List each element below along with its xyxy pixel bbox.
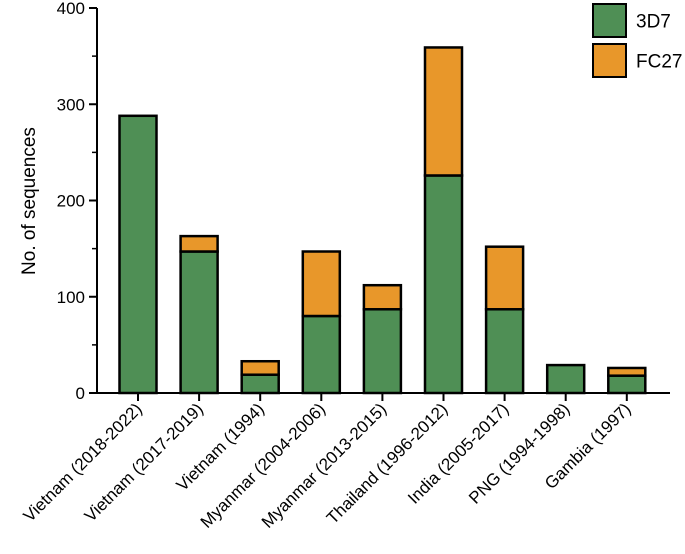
y-axis: 0 100 200 300 400 — [57, 0, 98, 403]
bar-fc27-2 — [240, 359, 280, 376]
bar-3d7-3 — [301, 314, 342, 395]
y-axis-title: No. of sequences — [19, 127, 40, 275]
x-tick-label: Vietnam (2017-2019) — [81, 399, 207, 525]
x-axis: Vietnam (2018-2022)Vietnam (2017-2019)Vi… — [20, 392, 670, 532]
bar-3d7-0 — [118, 114, 158, 395]
bar-fc27-8 — [607, 366, 647, 377]
legend-swatch-fc27 — [592, 43, 627, 78]
bar-fc27-1 — [179, 234, 219, 253]
legend-label-fc27: FC27 — [636, 52, 682, 73]
x-tick-label: Thailand (1996-2012) — [323, 399, 451, 527]
bar-3d7-6 — [484, 308, 525, 395]
y-tick-label: 0 — [76, 384, 85, 403]
bar-fc27-3 — [301, 250, 342, 318]
bars — [118, 46, 647, 395]
bar-fc27-4 — [362, 283, 403, 311]
bar-3d7-4 — [362, 308, 403, 395]
bar-3d7-1 — [179, 250, 219, 395]
legend-swatch-3d7 — [592, 3, 627, 38]
bar-3d7-5 — [423, 174, 464, 395]
y-tick-label: 300 — [57, 95, 85, 114]
bar-3d7-2 — [240, 373, 280, 395]
legend: 3D7 FC27 — [592, 3, 682, 78]
legend-label-3d7: 3D7 — [636, 12, 671, 33]
y-tick-label: 200 — [57, 192, 85, 211]
y-tick-label: 400 — [57, 0, 85, 18]
x-tick-label: Vietnam (2018-2022) — [20, 399, 146, 525]
bar-fc27-6 — [484, 245, 525, 311]
bar-fc27-5 — [423, 46, 464, 177]
bar-3d7-7 — [545, 363, 586, 395]
y-tick-label: 100 — [57, 288, 85, 307]
bar-3d7-8 — [607, 374, 647, 395]
